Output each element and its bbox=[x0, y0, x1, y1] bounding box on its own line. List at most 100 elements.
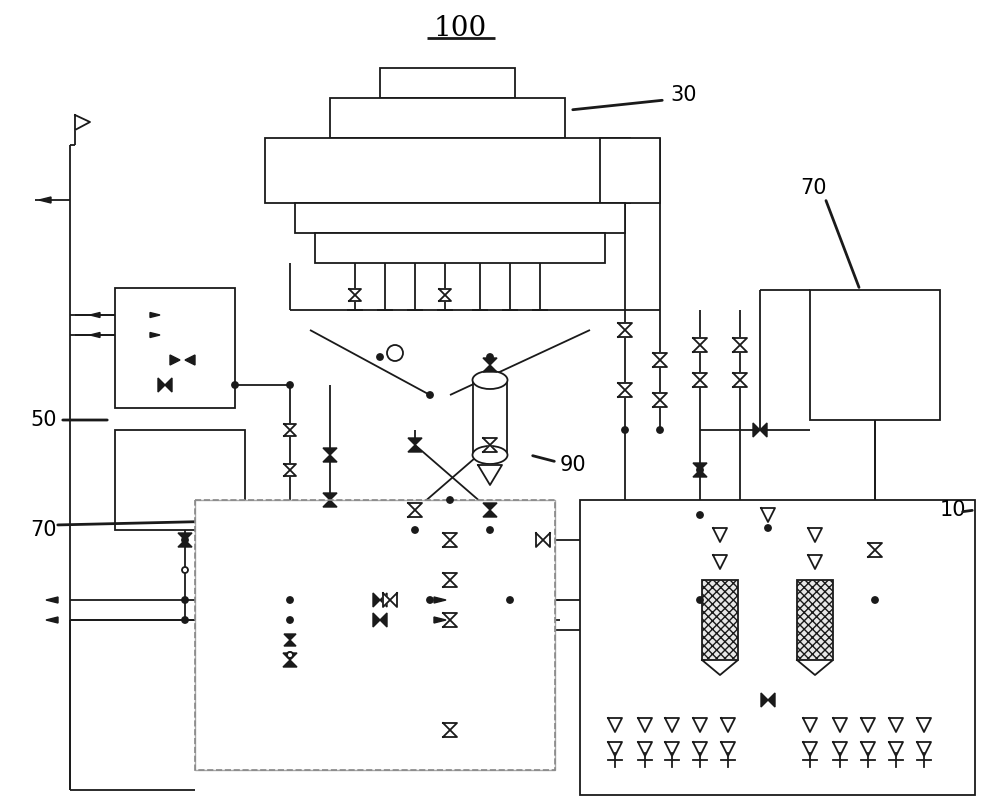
Circle shape bbox=[427, 597, 433, 603]
Text: 50: 50 bbox=[30, 410, 56, 430]
Bar bbox=[702, 580, 738, 660]
Polygon shape bbox=[803, 742, 817, 756]
Polygon shape bbox=[383, 593, 390, 607]
Polygon shape bbox=[653, 353, 667, 360]
Polygon shape bbox=[373, 593, 380, 607]
Circle shape bbox=[697, 467, 703, 473]
Polygon shape bbox=[665, 742, 679, 756]
Ellipse shape bbox=[473, 371, 508, 389]
Polygon shape bbox=[483, 445, 497, 452]
Bar bbox=[797, 580, 833, 660]
Polygon shape bbox=[439, 295, 451, 301]
Circle shape bbox=[232, 382, 238, 388]
Polygon shape bbox=[761, 693, 768, 707]
Polygon shape bbox=[178, 540, 192, 547]
Polygon shape bbox=[536, 533, 543, 547]
Circle shape bbox=[182, 567, 188, 573]
Circle shape bbox=[287, 597, 293, 603]
Polygon shape bbox=[185, 355, 195, 365]
Polygon shape bbox=[349, 295, 361, 301]
Polygon shape bbox=[46, 617, 58, 623]
Polygon shape bbox=[349, 289, 361, 295]
Circle shape bbox=[182, 597, 188, 603]
Polygon shape bbox=[483, 365, 497, 372]
Polygon shape bbox=[443, 730, 457, 737]
Polygon shape bbox=[803, 718, 817, 732]
Circle shape bbox=[287, 652, 293, 658]
Circle shape bbox=[487, 527, 493, 533]
Polygon shape bbox=[665, 718, 679, 732]
Circle shape bbox=[287, 617, 293, 623]
Circle shape bbox=[697, 512, 703, 518]
Polygon shape bbox=[618, 383, 632, 390]
Polygon shape bbox=[434, 597, 446, 603]
Polygon shape bbox=[618, 323, 632, 330]
Polygon shape bbox=[693, 345, 707, 352]
Circle shape bbox=[487, 354, 493, 360]
Polygon shape bbox=[861, 718, 875, 732]
Polygon shape bbox=[868, 550, 882, 557]
Polygon shape bbox=[733, 338, 747, 345]
Circle shape bbox=[507, 597, 513, 603]
Polygon shape bbox=[483, 358, 497, 365]
Bar bbox=[600, 138, 660, 203]
Polygon shape bbox=[443, 540, 457, 547]
Bar bbox=[295, 203, 625, 233]
Circle shape bbox=[182, 617, 188, 623]
Polygon shape bbox=[483, 438, 497, 445]
Circle shape bbox=[287, 652, 293, 658]
Polygon shape bbox=[693, 380, 707, 387]
Polygon shape bbox=[733, 373, 747, 380]
Polygon shape bbox=[90, 313, 100, 318]
Polygon shape bbox=[323, 455, 337, 462]
Polygon shape bbox=[761, 508, 775, 522]
Bar bbox=[315, 233, 605, 263]
Polygon shape bbox=[284, 634, 296, 640]
Polygon shape bbox=[39, 197, 51, 203]
Polygon shape bbox=[618, 330, 632, 337]
Polygon shape bbox=[861, 742, 875, 756]
Circle shape bbox=[287, 382, 293, 388]
Circle shape bbox=[412, 527, 418, 533]
Circle shape bbox=[387, 345, 403, 361]
Polygon shape bbox=[713, 555, 727, 569]
Polygon shape bbox=[284, 464, 296, 470]
Polygon shape bbox=[408, 503, 422, 510]
Polygon shape bbox=[808, 555, 822, 569]
Polygon shape bbox=[733, 345, 747, 352]
Bar bbox=[473, 380, 507, 455]
Circle shape bbox=[765, 525, 771, 531]
Polygon shape bbox=[808, 528, 822, 542]
Polygon shape bbox=[150, 313, 160, 318]
Polygon shape bbox=[917, 718, 931, 732]
Polygon shape bbox=[323, 448, 337, 455]
Bar bbox=[115, 430, 245, 530]
Circle shape bbox=[657, 427, 663, 433]
Polygon shape bbox=[693, 338, 707, 345]
Bar bbox=[810, 290, 940, 420]
Polygon shape bbox=[760, 423, 767, 437]
Polygon shape bbox=[608, 718, 622, 732]
Polygon shape bbox=[702, 660, 738, 675]
Polygon shape bbox=[283, 660, 297, 667]
Polygon shape bbox=[284, 640, 296, 646]
Polygon shape bbox=[483, 503, 497, 510]
Polygon shape bbox=[443, 620, 457, 627]
Polygon shape bbox=[889, 718, 903, 732]
Text: 30: 30 bbox=[670, 85, 696, 105]
Polygon shape bbox=[443, 580, 457, 587]
Polygon shape bbox=[443, 723, 457, 730]
Polygon shape bbox=[380, 593, 387, 607]
Polygon shape bbox=[889, 742, 903, 756]
Circle shape bbox=[447, 497, 453, 503]
Polygon shape bbox=[284, 430, 296, 436]
Bar bbox=[195, 500, 555, 770]
Circle shape bbox=[697, 597, 703, 603]
Text: 10: 10 bbox=[940, 500, 966, 520]
Polygon shape bbox=[608, 742, 622, 756]
Bar bbox=[330, 98, 565, 138]
Polygon shape bbox=[721, 742, 735, 756]
Polygon shape bbox=[797, 660, 833, 675]
Polygon shape bbox=[693, 373, 707, 380]
Polygon shape bbox=[833, 718, 847, 732]
